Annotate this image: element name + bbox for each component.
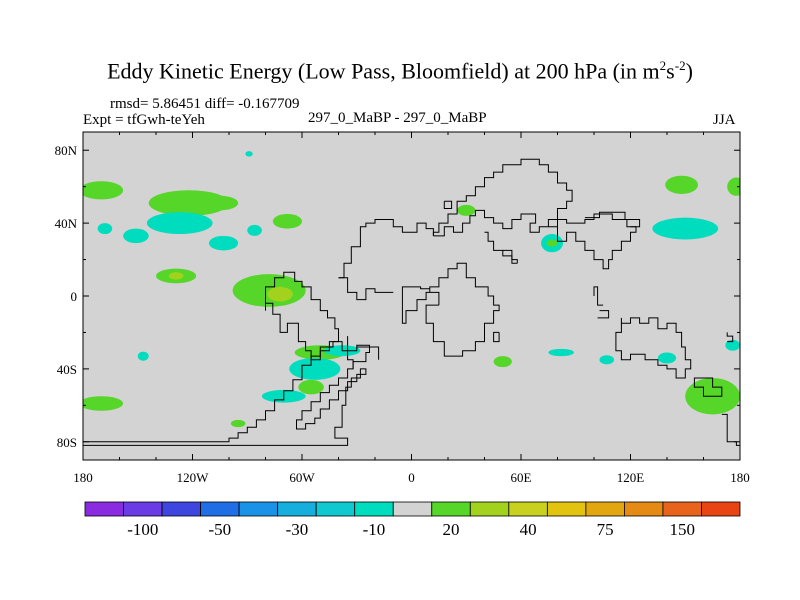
colorbar-label: 75 bbox=[597, 520, 614, 539]
y-tick-label: 40S bbox=[57, 362, 77, 377]
contour-patch bbox=[137, 351, 149, 361]
contour-patch bbox=[665, 175, 699, 194]
coastline-segment bbox=[401, 262, 500, 357]
colorbar-swatch bbox=[200, 501, 240, 517]
x-tick-label: 60E bbox=[511, 470, 532, 485]
contour-patch bbox=[457, 204, 476, 216]
contour-patch bbox=[83, 181, 124, 200]
contour-patch bbox=[168, 272, 184, 280]
coastline-segment bbox=[443, 200, 453, 209]
colorbar-swatch bbox=[546, 501, 587, 517]
contour-patch bbox=[548, 348, 574, 357]
contour-patch bbox=[298, 379, 324, 395]
contour-patch bbox=[148, 190, 230, 216]
contour-patch bbox=[652, 217, 719, 240]
contour-patch bbox=[267, 286, 293, 302]
contour-patch bbox=[208, 235, 239, 251]
contour-patch bbox=[599, 355, 615, 365]
coastline-segment bbox=[83, 341, 370, 446]
coastline-segment bbox=[338, 219, 434, 279]
colorbar-swatch bbox=[161, 501, 201, 517]
contour-patch bbox=[289, 357, 341, 380]
colorbar-label: 40 bbox=[520, 520, 537, 539]
contour-fill-layer bbox=[83, 151, 740, 428]
coastline-segment bbox=[338, 277, 394, 301]
coastline-segment bbox=[584, 211, 641, 228]
contour-patch bbox=[245, 151, 253, 157]
contour-patch bbox=[546, 239, 558, 247]
colorbar-label: -50 bbox=[209, 520, 232, 539]
contour-patch bbox=[727, 177, 740, 196]
coastline-segment bbox=[615, 317, 692, 379]
colorbar-swatch bbox=[277, 501, 317, 517]
chart-title: Eddy Kinetic Energy (Low Pass, Bloomfiel… bbox=[107, 58, 693, 84]
run-comparison-label: 297_0_MaBP - 297_0_MaBP bbox=[308, 110, 487, 126]
contour-patch bbox=[725, 339, 740, 351]
contour-patch bbox=[97, 223, 113, 235]
coastline-segment bbox=[493, 331, 500, 343]
contour-patch bbox=[247, 224, 262, 236]
colorbar-swatch bbox=[662, 501, 702, 517]
x-tick-label: 180 bbox=[73, 470, 93, 485]
contour-patch bbox=[201, 195, 239, 211]
colorbar-label: -10 bbox=[363, 520, 386, 539]
contour-patch bbox=[657, 352, 677, 364]
colorbar-swatch bbox=[585, 501, 625, 517]
x-tick-label: 120E bbox=[617, 470, 645, 485]
colorbar-label: -30 bbox=[286, 520, 309, 539]
coastline-layer bbox=[83, 158, 740, 446]
colorbar-swatch bbox=[392, 501, 433, 517]
contour-patch bbox=[146, 212, 213, 235]
coastline-segment bbox=[693, 377, 723, 397]
y-tick-label: 0 bbox=[71, 289, 78, 304]
coastline-segment bbox=[597, 310, 610, 319]
coastline-segment bbox=[347, 336, 354, 369]
contour-patch bbox=[83, 396, 124, 411]
colorbar-label: 20 bbox=[443, 520, 460, 539]
coastline-segment bbox=[726, 332, 734, 343]
contour-patch bbox=[493, 356, 512, 368]
coastline-segment bbox=[548, 213, 637, 270]
contour-patch bbox=[230, 419, 246, 428]
coastline-segment bbox=[502, 249, 518, 264]
colorbar-swatch bbox=[123, 501, 163, 517]
colorbar-label: -100 bbox=[127, 520, 158, 539]
colorbar-swatch bbox=[238, 501, 279, 517]
x-tick-label: 60W bbox=[289, 470, 315, 485]
coastline-segment bbox=[265, 271, 339, 361]
coastline-segment bbox=[721, 413, 740, 446]
y-tick-label: 80S bbox=[57, 435, 77, 450]
coastline-segment bbox=[593, 286, 604, 306]
colorbar: -100 -50 -30 -10 20 40 75 150 bbox=[84, 501, 741, 539]
contour-patch bbox=[123, 228, 149, 244]
coastline-segment bbox=[432, 158, 573, 237]
x-tick-label: 0 bbox=[408, 470, 415, 485]
colorbar-swatch bbox=[701, 501, 741, 517]
contour-patch bbox=[272, 214, 302, 229]
y-tick-label: 80N bbox=[55, 143, 78, 158]
experiment-label: Expt = tfGwh-teYeh bbox=[83, 112, 205, 128]
axes-layer: 180 120W 60W 0 60E 120E 180 80N 40N 0 40S 80S bbox=[55, 132, 750, 485]
y-tick-label: 40N bbox=[55, 216, 78, 231]
colorbar-swatch bbox=[469, 501, 510, 517]
colorbar-swatch bbox=[508, 501, 548, 517]
x-tick-label: 120W bbox=[177, 470, 210, 485]
x-tick-label: 180 bbox=[730, 470, 750, 485]
colorbar-swatch bbox=[84, 501, 124, 517]
colorbar-swatch bbox=[431, 501, 471, 517]
season-label: JJA bbox=[713, 112, 736, 128]
colorbar-swatch bbox=[315, 501, 356, 517]
colorbar-swatch bbox=[624, 501, 664, 517]
colorbar-swatch bbox=[354, 501, 394, 517]
colorbar-label: 150 bbox=[669, 520, 695, 539]
rmsd-diff-stats: rmsd= 5.86451 diff= -0.167709 bbox=[110, 96, 300, 112]
plot-background bbox=[83, 132, 740, 460]
coastline-segment bbox=[356, 346, 380, 360]
